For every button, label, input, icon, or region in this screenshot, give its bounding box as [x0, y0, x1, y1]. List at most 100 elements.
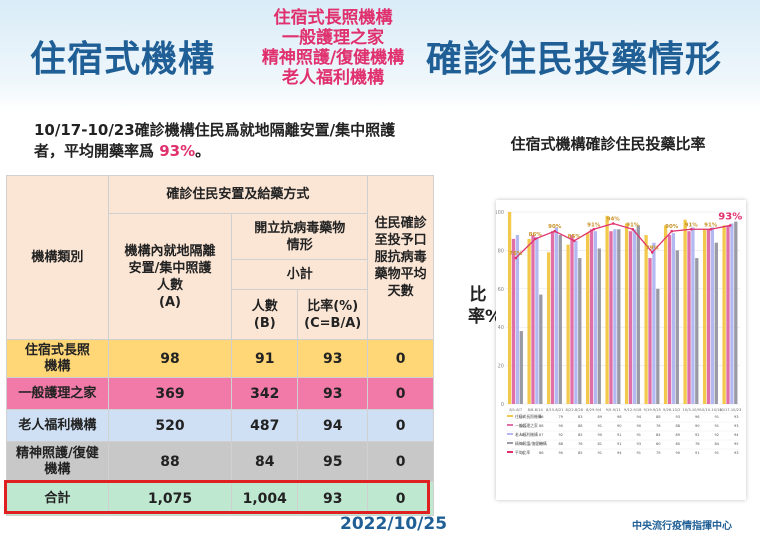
- intro-line-2: 者，平均開藥率爲 93%。: [34, 141, 414, 162]
- header-col-d-line: 住民確診: [374, 216, 427, 231]
- header-col-a-line: 安置/集中照護: [128, 260, 212, 276]
- legend-value: 93: [636, 442, 641, 446]
- bar: [730, 223, 734, 404]
- y-tick-label: 100: [496, 210, 504, 216]
- line-data-label: 93%: [718, 211, 742, 222]
- cell-b: 84: [231, 441, 299, 482]
- cell-a: 98: [107, 339, 233, 378]
- cell-d: 0: [367, 339, 434, 378]
- bar: [644, 235, 648, 404]
- legend-value: 92: [695, 433, 700, 437]
- bar: [519, 331, 523, 404]
- bar: [511, 238, 516, 404]
- line-point: [514, 256, 518, 260]
- bar: [546, 252, 551, 404]
- facility-type-list: 住宿式長照機構 一般護理之家 精神照護/復健機構 老人福利機構: [248, 8, 418, 88]
- bar: [613, 229, 617, 404]
- legend-value: 88: [558, 442, 563, 446]
- bar: [539, 294, 543, 404]
- x-tick-label: 9/5-9/11: [606, 408, 621, 412]
- line-point: [553, 229, 557, 233]
- line-point: [670, 229, 674, 233]
- row-category-line: 機構: [44, 358, 71, 374]
- legend-value: 86: [539, 451, 544, 455]
- line-data-label: 91%: [626, 222, 640, 228]
- legend-value: 76: [578, 442, 583, 446]
- legend-value: 91: [636, 451, 641, 455]
- legend-value: 90: [558, 424, 563, 428]
- dispensing-rate-chart: 0 20 40 60 80 100 8/1-8/7 8/8-8/14 8/15-8/21 8/22…: [494, 210, 742, 455]
- header-col-a: 機構內就地隔離 安置/集中照護 人數 (A): [107, 213, 233, 340]
- bar: [566, 244, 570, 404]
- bar: [691, 227, 695, 404]
- bar: [578, 258, 582, 404]
- legend-value: 95: [734, 442, 739, 446]
- header-col-group-bc: 開立抗病毒藥物 情形: [231, 213, 369, 260]
- bar: [734, 221, 738, 404]
- legend-value: 93: [734, 424, 739, 428]
- bar: [550, 231, 555, 404]
- chart-ylabel: 比率%: [468, 285, 503, 327]
- total-highlight-box: [4, 480, 430, 514]
- line-data-label: 90%: [665, 224, 679, 230]
- legend-value: 91: [695, 451, 700, 455]
- table-row: 一般護理之家 369 342 93 0: [6, 377, 434, 410]
- legend-value: 93: [675, 415, 680, 419]
- bar: [597, 248, 601, 404]
- row-category: 住宿式長照 機構: [6, 339, 109, 378]
- cell-d: 0: [367, 441, 434, 482]
- header-col-d-line: 藥物平均: [374, 267, 427, 282]
- bar: [675, 250, 679, 404]
- header-background: [0, 0, 760, 112]
- row-category-line: 機構: [44, 461, 71, 477]
- line-data-label: 91%: [685, 222, 699, 228]
- bar: [636, 225, 640, 404]
- legend-value: 79: [558, 415, 563, 419]
- legend-value: 91: [597, 451, 602, 455]
- legend-value: 91: [714, 415, 719, 419]
- bar: [570, 235, 574, 404]
- page-title-left: 住宿式機構: [30, 39, 216, 80]
- legend-value: 96: [695, 415, 700, 419]
- cell-d: 0: [367, 409, 434, 442]
- row-category: 老人福利機構: [6, 409, 109, 442]
- intro-text: 10/17-10/23確診機構住民爲就地隔離安置/集中照護 者，平均開藥率爲 9…: [34, 120, 414, 162]
- legend-value: 92: [558, 433, 563, 437]
- cell-c: 93: [297, 481, 369, 516]
- row-category-line: 住宿式長照: [24, 342, 90, 358]
- bar: [671, 233, 676, 404]
- legend-value: 91: [597, 424, 602, 428]
- y-tick-label: 60: [498, 287, 504, 293]
- footer-org: 中央流行疫情指揮中心: [632, 521, 732, 532]
- bar: [609, 231, 613, 404]
- legend-swatch: [507, 424, 513, 426]
- legend-value: 88: [656, 415, 661, 419]
- legend-value: 94: [617, 451, 622, 455]
- legend-value: 85: [578, 433, 583, 437]
- x-tick-label: 9/19-9/25: [644, 408, 661, 412]
- legend-value: 90: [695, 424, 700, 428]
- legend-value: 60: [656, 442, 661, 446]
- header-col-a-line: 機構內就地隔離: [124, 243, 216, 259]
- header-col-d-line: 服抗病毒: [374, 250, 427, 265]
- bar: [515, 235, 520, 404]
- legend-swatch: [507, 433, 513, 435]
- x-tick-label: 9/12-9/18: [624, 408, 642, 412]
- bar: [605, 215, 609, 404]
- legend-value: 93: [734, 415, 739, 419]
- legend-value: 76: [695, 442, 700, 446]
- legend-value: 38: [519, 442, 524, 446]
- chart-title: 住宿式機構確診住民投藥比率: [510, 135, 706, 153]
- bar: [714, 242, 718, 404]
- legend-value: 84: [656, 433, 661, 437]
- bar: [652, 242, 656, 404]
- line-point: [611, 222, 615, 225]
- x-tick-label: 8/1-8/7: [509, 408, 522, 412]
- cell-d: 0: [367, 481, 434, 516]
- x-tick-label: 10/3-10/9: [683, 408, 701, 412]
- header-col-c: 比率(%) (C=B/A): [297, 289, 369, 340]
- legend-value: 98: [617, 415, 622, 419]
- line-data-label: 90%: [548, 224, 562, 230]
- legend-series-name: 住宿式長照機構: [515, 414, 542, 419]
- legend-value: 90: [636, 424, 641, 428]
